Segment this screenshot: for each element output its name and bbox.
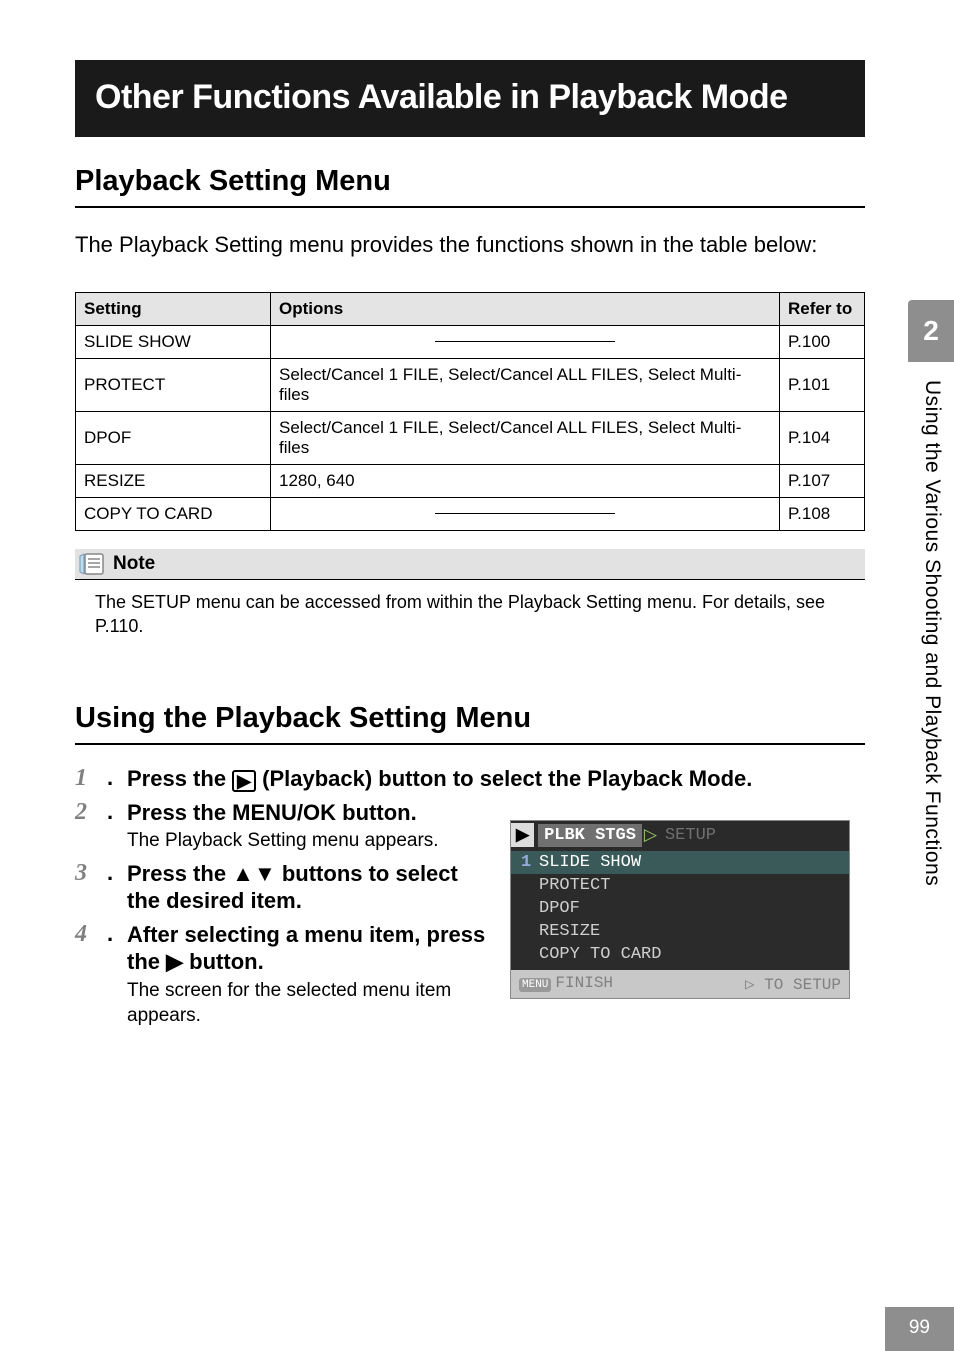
cell-options [271,497,780,530]
step-number: 2 [75,799,97,826]
th-refer: Refer to [780,292,865,325]
table-row: PROTECTSelect/Cancel 1 FILE, Select/Canc… [76,358,865,411]
lcd-footer-left: MENU FINISH [519,974,613,994]
step-number: 3 [75,860,97,887]
playback-settings-table: Setting Options Refer to SLIDE SHOW P.100… [75,292,865,531]
chapter-side-label: Using the Various Shooting and Playback … [920,380,944,1080]
step-text: Press the ▲▼ buttons to select the desir… [127,860,495,915]
direction-glyph-icon: ▶ [166,949,183,974]
lcd-screenshot: ▶ PLBK STGS ▷ SETUP 1SLIDE SHOW PROTECT DP… [510,820,850,999]
lcd-menu-item: PROTECT [511,874,849,897]
lcd-footer-left-text: FINISH [555,974,613,992]
step-subtext: The screen for the selected menu item ap… [127,979,495,1028]
step-dot: . [107,799,117,825]
step-number: 4 [75,921,97,948]
page-number: 99 [885,1307,954,1351]
playback-icon: ▶ [232,770,256,792]
step-item: 4. After selecting a menu item, press the… [75,921,495,1028]
table-row: DPOFSelect/Cancel 1 FILE, Select/Cancel … [76,411,865,464]
lcd-row-label: PROTECT [539,876,610,895]
section-heading-using-playback-setting-menu: Using the Playback Setting Menu [75,702,865,745]
lcd-menu-item: RESIZE [511,920,849,943]
chevron-right-icon: ▷ [642,825,659,845]
cell-setting: RESIZE [76,464,271,497]
menu-ok-label: MENU/OK [232,800,336,825]
cell-options: Select/Cancel 1 FILE, Select/Cancel ALL … [271,411,780,464]
step-number: 1 [75,765,97,792]
page-title-bar: Other Functions Available in Playback Mo… [75,60,865,137]
table-row: RESIZE1280, 640P.107 [76,464,865,497]
play-icon: ▶ [511,823,534,847]
cell-refer: P.108 [780,497,865,530]
empty-line-icon [435,341,615,342]
cell-setting: DPOF [76,411,271,464]
note-block: Note The SETUP menu can be accessed from… [75,549,865,643]
lcd-menu-item: DPOF [511,897,849,920]
th-options: Options [271,292,780,325]
lcd-row-label: DPOF [539,899,580,918]
step-dot: . [107,921,117,947]
direction-glyph-icon: ▲▼ [232,861,276,886]
cell-refer: P.100 [780,325,865,358]
step-item: 2. Press the MENU/OK button.The Playback … [75,799,495,854]
cell-options: Select/Cancel 1 FILE, Select/Cancel ALL … [271,358,780,411]
section-heading-playback-setting-menu: Playback Setting Menu [75,165,865,208]
empty-line-icon [435,513,615,514]
step-text: Press the MENU/OK button. [127,799,495,827]
chapter-tab: 2 [908,300,954,362]
step-subtext: The Playback Setting menu appears. [127,829,495,854]
lcd-menu-item: COPY TO CARD [511,943,849,966]
lcd-tab-active: PLBK STGS [538,824,642,847]
cell-refer: P.107 [780,464,865,497]
lcd-tab-setup: SETUP [659,824,722,847]
cell-setting: PROTECT [76,358,271,411]
table-row: SLIDE SHOW P.100 [76,325,865,358]
step-dot: . [107,860,117,886]
section1-intro: The Playback Setting menu provides the f… [75,230,865,260]
lcd-footer-right: ▷ TO SETUP [745,974,841,994]
cell-options [271,325,780,358]
step-item: 3. Press the ▲▼ buttons to select the des… [75,860,495,915]
step-item: 1. Press the ▶ (Playback) button to selec… [75,765,865,793]
cell-setting: COPY TO CARD [76,497,271,530]
th-setting: Setting [76,292,271,325]
table-row: COPY TO CARD P.108 [76,497,865,530]
note-body: The SETUP menu can be accessed from with… [75,580,865,643]
note-label: Note [113,553,155,575]
lcd-menu-item: 1SLIDE SHOW [511,851,849,874]
lcd-row-index: 1 [521,853,539,872]
cell-refer: P.101 [780,358,865,411]
cell-refer: P.104 [780,411,865,464]
table-header-row: Setting Options Refer to [76,292,865,325]
lcd-row-label: RESIZE [539,922,600,941]
note-icon [79,552,105,576]
step-text: Press the ▶ (Playback) button to select … [127,765,865,793]
menu-badge-icon: MENU [519,978,551,992]
lcd-row-label: COPY TO CARD [539,945,661,964]
step-dot: . [107,765,117,791]
step-text: After selecting a menu item, press the ▶… [127,921,495,976]
lcd-row-label: SLIDE SHOW [539,853,641,872]
cell-options: 1280, 640 [271,464,780,497]
cell-setting: SLIDE SHOW [76,325,271,358]
